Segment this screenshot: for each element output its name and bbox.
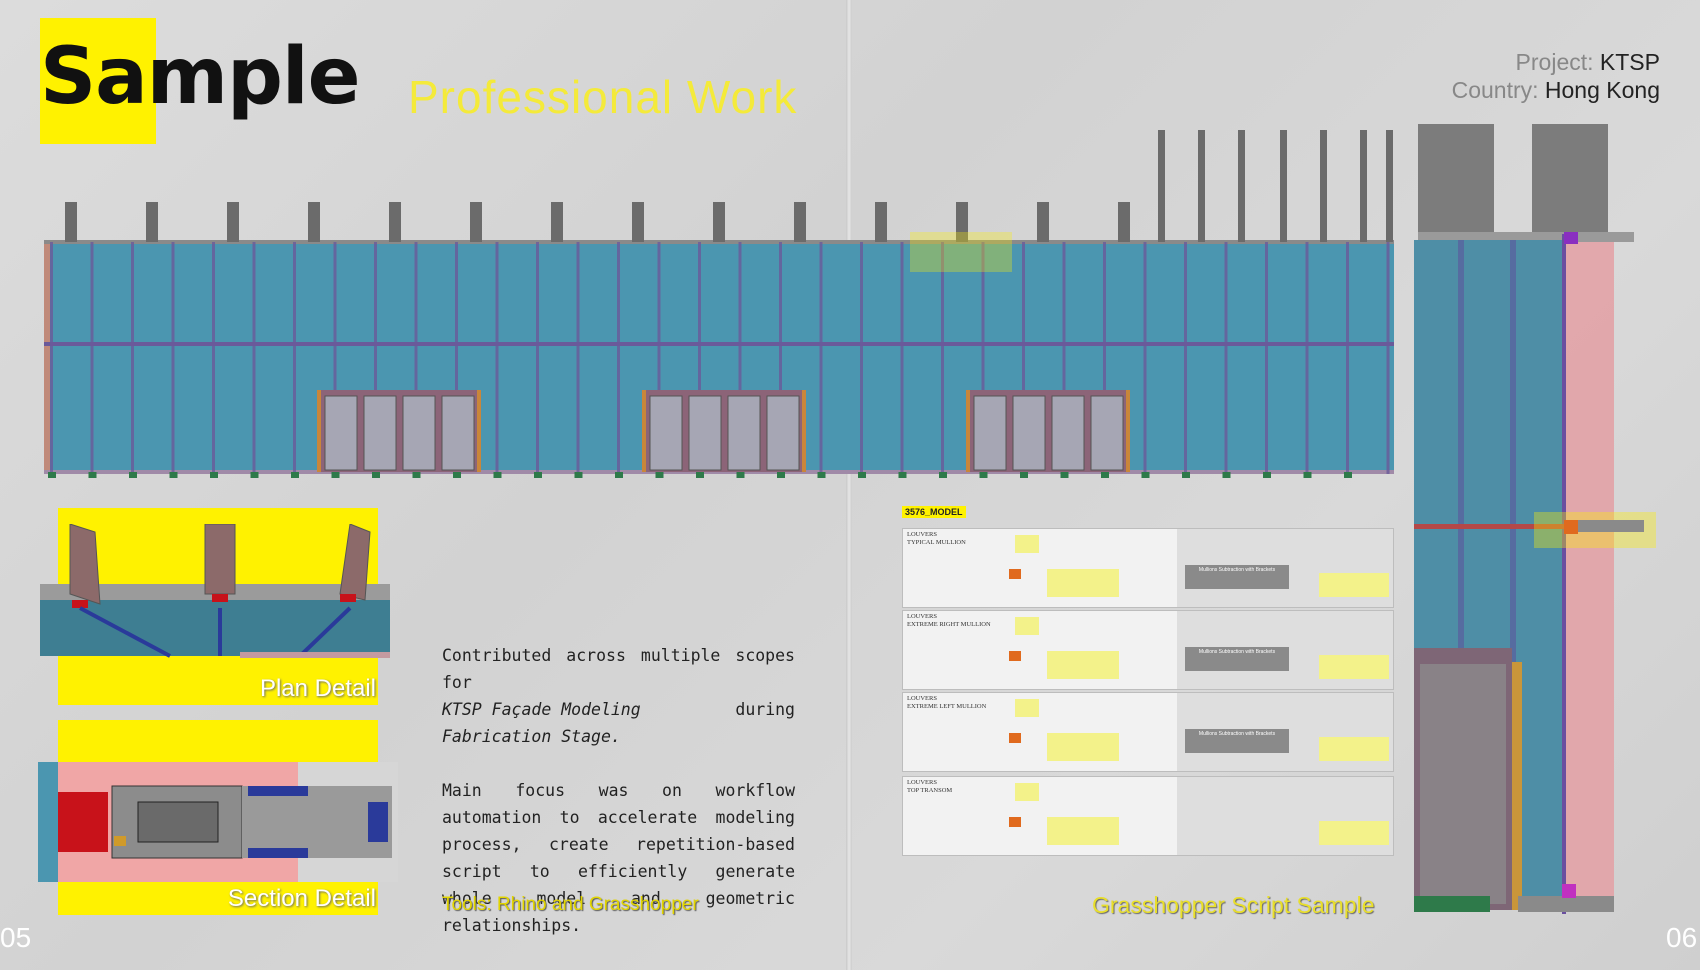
description-during: during [735,700,795,719]
grasshopper-panel: LOUVERS EXTREME RIGHT MULLION Mullions Su… [902,610,1394,690]
description-line-3: Fabrication Stage. [442,723,795,750]
component-group [1047,817,1119,845]
grasshopper-panel-name: LOUVERS EXTREME RIGHT MULLION [907,613,991,628]
grasshopper-panel-name: LOUVERS TYPICAL MULLION [907,531,966,546]
section-detail-label: Section Detail [227,885,376,912]
component-group [1319,573,1389,597]
facade-elevation-drawing [44,130,1394,478]
section-detail-drawing [38,762,398,882]
component-group [1015,783,1039,801]
page-gutter [846,0,852,970]
component-group [1319,821,1389,845]
script-group: Mullions Subtraction with Brackets [1185,647,1289,671]
script-group: Mullions Subtraction with Brackets [1185,565,1289,589]
project-description: Contributed across multiple scopes for K… [442,642,795,939]
grasshopper-panel: LOUVERS EXTREME LEFT MULLION Mullions Sub… [902,692,1394,772]
project-info: Project: KTSP Country: Hong Kong [1452,48,1660,104]
description-paragraph-2: Main focus was on workflow automation to… [442,781,795,935]
page-number-right: 06 [1666,922,1698,953]
component-group [1015,617,1039,635]
component-node [1009,569,1021,579]
project-value: KTSP [1599,49,1660,75]
page-title: Sample [40,32,361,122]
component-group [1047,569,1119,597]
grasshopper-panel: LOUVERS TYPICAL MULLION Mullions Subtract… [902,528,1394,608]
component-group [1319,655,1389,679]
tools-caption: Tools: Rhino and Grasshopper [442,894,699,915]
component-node [1009,651,1021,661]
component-group [1047,733,1119,761]
grasshopper-panel: LOUVERS TOP TRANSOM [902,776,1394,856]
country-value: Hong Kong [1544,77,1660,103]
plan-detail-drawing [40,524,390,658]
description-emphasis: KTSP Façade Modeling [442,700,641,719]
page-number-left: 05 [0,922,32,953]
plan-detail-panel: Plan Detail [40,508,390,705]
title-highlight-box [40,18,156,144]
plan-detail-label: Plan Detail [259,675,376,702]
description-line-1: Contributed across multiple scopes for [442,646,795,692]
component-group [1319,737,1389,761]
paragraph-gap [442,750,795,777]
component-group [1015,699,1039,717]
grasshopper-caption: Grasshopper Script Sample [1092,892,1375,918]
model-tag: 3576_MODEL [902,506,966,518]
script-group: Mullions Subtraction with Brackets [1185,729,1289,753]
project-label: Project: [1515,49,1594,75]
page-subtitle: Professional Work [408,71,798,123]
grasshopper-panel-name: LOUVERS EXTREME LEFT MULLION [907,695,987,710]
country-label: Country: [1451,77,1539,103]
section-detail-panel: Section Detail [38,720,398,915]
component-group [1015,535,1039,553]
description-stage: Fabrication Stage. [442,727,621,746]
component-group [1047,651,1119,679]
component-node [1009,733,1021,743]
grasshopper-panel-name: LOUVERS TOP TRANSOM [907,779,953,794]
description-line-2: KTSP Façade Modeling during [442,696,795,723]
component-node [1009,817,1021,827]
facade-section-drawing [1414,124,1656,914]
